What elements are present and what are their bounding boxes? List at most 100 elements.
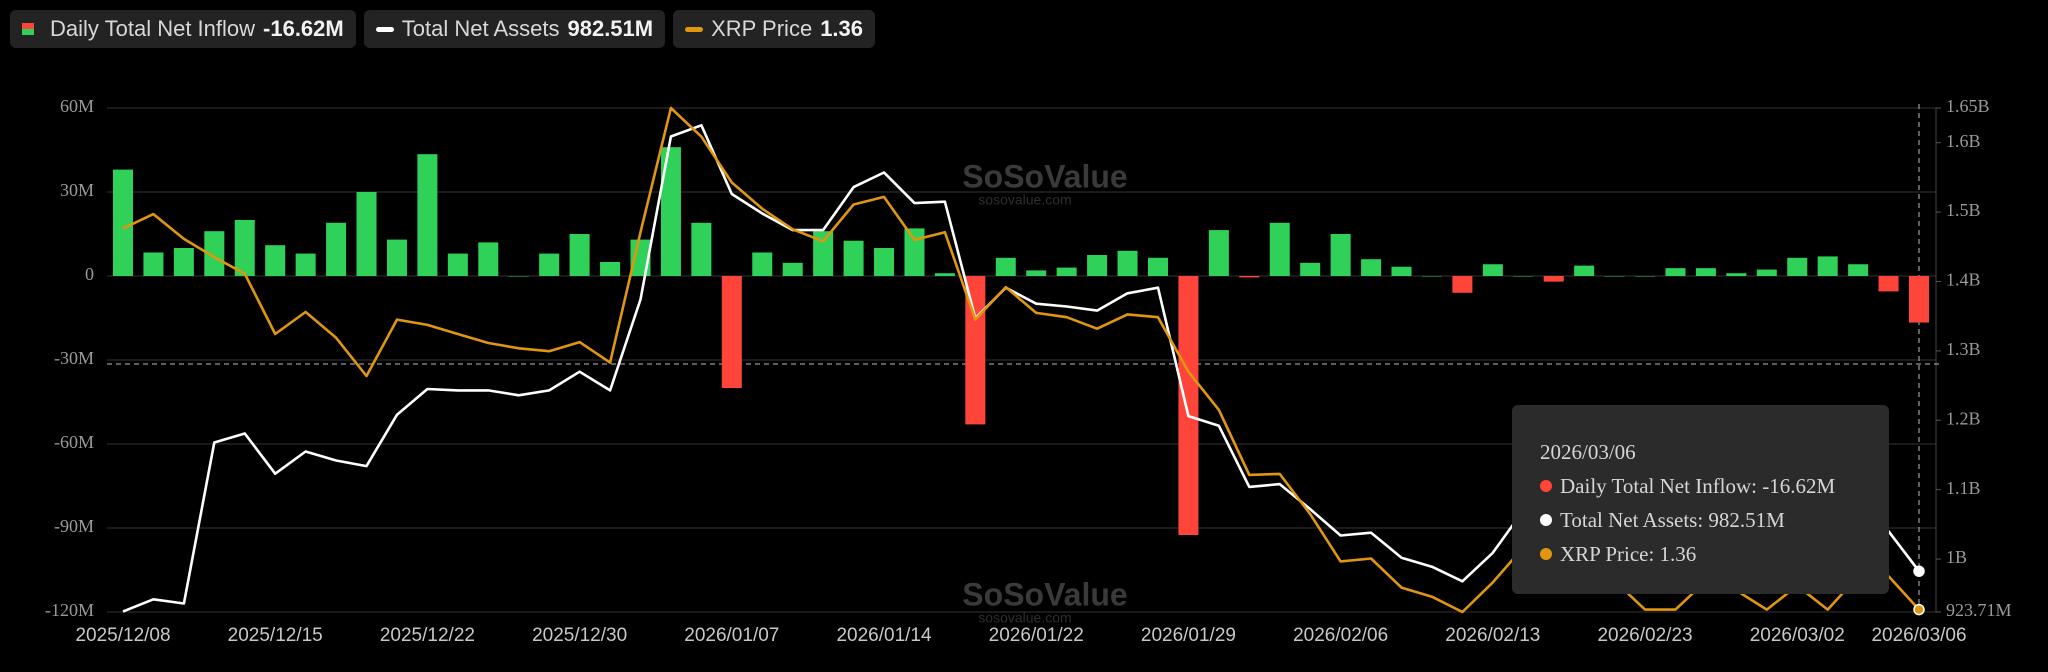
tooltip-text: Daily Total Net Inflow: -16.62M (1560, 473, 1836, 498)
bar (539, 253, 560, 276)
tooltip-text: XRP Price: 1.36 (1560, 541, 1697, 566)
x-tick-label: 2026/03/06 (1871, 625, 1966, 646)
bar (447, 253, 468, 276)
bar (782, 262, 803, 276)
y-tick-label: -60M (54, 432, 94, 452)
bar (660, 147, 681, 276)
legend-item: Total Net Assets 982.51M (363, 10, 666, 48)
y-tick-label: 30M (60, 180, 94, 200)
x-tick-label: 2026/01/14 (836, 625, 932, 646)
bar (934, 273, 955, 276)
y2-tick-label: 1.4B (1946, 270, 1981, 290)
bar (386, 239, 407, 276)
y2-tick-label: 1.2B (1946, 408, 1981, 428)
legend-label: XRP Price (711, 16, 813, 41)
bar (1208, 230, 1229, 276)
y-tick-label: 0 (85, 264, 94, 284)
bar (1848, 264, 1869, 276)
bar (295, 253, 316, 276)
bar (752, 252, 773, 276)
bar (417, 154, 438, 276)
legend-swatch (685, 26, 704, 32)
bar (1147, 257, 1168, 276)
bar (1635, 276, 1656, 277)
y2-tick-label: 1.5B (1946, 200, 1981, 220)
bar (1817, 256, 1838, 276)
bar (1421, 276, 1442, 277)
bar (1574, 265, 1595, 276)
bar (1117, 250, 1138, 276)
bar (600, 262, 621, 276)
legend-value: -16.62M (263, 16, 344, 41)
tooltip-dot (1540, 480, 1552, 492)
tooltip-row: XRP Price: 1.36 (1540, 537, 1889, 571)
tooltip-row: Total Net Assets: 982.51M (1540, 503, 1889, 537)
bar (1391, 266, 1412, 276)
legend-swatch (22, 23, 34, 35)
y2-tick-label: 1.3B (1946, 339, 1981, 359)
bar (721, 276, 742, 388)
bar (1878, 276, 1899, 292)
x-tick-label: 2026/01/22 (989, 625, 1084, 646)
end-point (1913, 565, 1925, 577)
bar (326, 222, 347, 276)
tooltip-text: Total Net Assets: 982.51M (1560, 507, 1785, 532)
bar (1543, 276, 1564, 282)
x-tick-label: 2026/01/29 (1141, 625, 1236, 646)
bar (1513, 276, 1534, 277)
bar (356, 192, 377, 276)
watermark: sosovalue.com (978, 610, 1071, 626)
bar (1909, 276, 1929, 323)
bar (1330, 234, 1351, 276)
tooltip-dot (1540, 514, 1552, 526)
tooltip-row: Daily Total Net Inflow: -16.62M (1540, 469, 1889, 503)
x-tick-label: 2025/12/22 (380, 625, 475, 646)
bar (1239, 276, 1260, 278)
bar (1787, 257, 1808, 276)
bar (904, 228, 925, 276)
legend-swatch (375, 26, 394, 32)
tooltip-dot (1540, 548, 1552, 560)
y2-tick-label: 923.71M (1946, 600, 2012, 620)
bar (1269, 222, 1290, 276)
y2-tick-label: 1.1B (1946, 478, 1981, 498)
legend-value: 982.51M (567, 16, 654, 41)
bar (1026, 270, 1047, 276)
x-tick-label: 2025/12/08 (75, 625, 170, 646)
y2-tick-label: 1.65B (1946, 96, 1990, 116)
bar (691, 222, 712, 276)
legend-item: Daily Total Net Inflow -16.62M (10, 10, 356, 48)
legend-label: Total Net Assets (401, 16, 560, 41)
bar (173, 248, 194, 276)
bar (843, 240, 864, 276)
x-tick-label: 2025/12/15 (228, 625, 323, 646)
bar (569, 234, 590, 276)
x-tick-label: 2026/02/06 (1293, 625, 1388, 646)
bar (1756, 269, 1777, 276)
y-tick-label: -120M (45, 600, 94, 620)
tooltip: 2026/03/06 Daily Total Net Inflow: -16.6… (1512, 405, 1889, 594)
x-tick-label: 2026/03/02 (1750, 625, 1845, 646)
watermark: SoSoValue (962, 158, 1127, 194)
y2-tick-label: 1.6B (1946, 131, 1981, 151)
bar (1178, 276, 1199, 535)
bar (265, 245, 286, 276)
bar (204, 231, 225, 276)
bar (1361, 259, 1382, 276)
bar (813, 231, 834, 276)
bar (1665, 268, 1686, 276)
legend-value: 1.36 (820, 16, 864, 41)
bar (143, 252, 164, 276)
bar (995, 257, 1016, 276)
bar (1482, 264, 1503, 276)
bar (478, 242, 499, 276)
watermark: sosovalue.com (978, 192, 1071, 208)
x-tick-label: 2026/02/13 (1445, 625, 1540, 646)
x-tick-label: 2025/12/30 (532, 625, 627, 646)
y-tick-label: -90M (54, 516, 94, 536)
x-tick-label: 2026/01/07 (684, 625, 779, 646)
bar (1056, 267, 1077, 276)
bar (1300, 262, 1321, 276)
